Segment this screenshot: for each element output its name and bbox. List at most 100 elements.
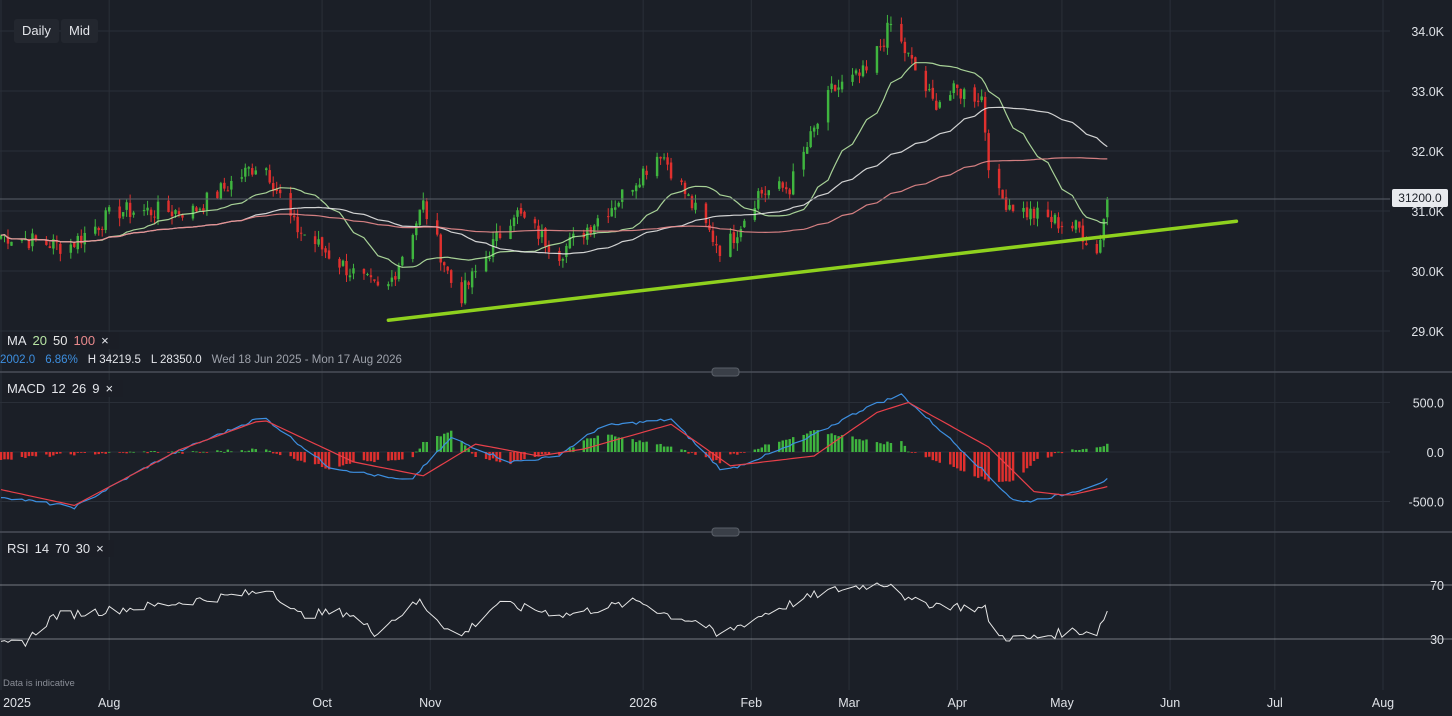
macd-histogram-bar [146, 452, 149, 454]
candle-body [683, 182, 687, 194]
macd-histogram-bar [854, 439, 858, 452]
interval-button[interactable]: Daily [14, 19, 59, 43]
candle-body [24, 239, 27, 241]
candle-body [48, 246, 52, 248]
macd-histogram-bar [851, 436, 854, 452]
macd-histogram-bar [59, 452, 62, 454]
macd-histogram-bar [27, 452, 31, 457]
macd-histogram-bar [415, 451, 418, 453]
candle-body [442, 262, 446, 266]
candle-body [694, 202, 697, 210]
candle-body [202, 208, 205, 212]
macd-histogram-bar [55, 452, 59, 454]
ma100-line [0, 157, 1108, 243]
macd-histogram-bar [268, 450, 271, 452]
macd-histogram-bar [348, 452, 352, 464]
macd-histogram-bar [142, 451, 146, 453]
macd-indicator-label[interactable]: MACD 12 26 9 × [3, 380, 124, 397]
close-icon[interactable]: × [105, 381, 114, 396]
macd-histogram-bar [1011, 452, 1015, 481]
candle-body [10, 241, 13, 246]
candle-body [251, 168, 254, 175]
macd-histogram-bar [987, 452, 990, 482]
macd-histogram-bar [107, 451, 111, 453]
macd-histogram-bar [537, 452, 540, 456]
price-type-button[interactable]: Mid [61, 19, 98, 43]
candle-body [1057, 217, 1060, 229]
candle-body [1099, 239, 1102, 253]
candle-body [987, 133, 990, 171]
macd-histogram-bar [289, 452, 292, 457]
candle-body [415, 223, 418, 236]
candle-body [153, 216, 156, 218]
macd-histogram-bar [265, 449, 268, 452]
macd-histogram-bar [1053, 452, 1057, 454]
macd-histogram-bar [205, 452, 209, 453]
candle-body [376, 281, 380, 286]
candle-body [655, 156, 659, 177]
candle-body [167, 200, 170, 213]
macd-histogram-bar [631, 439, 634, 452]
macd-histogram-bar [976, 452, 980, 478]
macd-histogram-bar [858, 439, 861, 452]
macd-histogram-bar [816, 430, 819, 452]
macd-histogram-bar [949, 452, 952, 465]
macd-histogram-bar [320, 452, 324, 468]
close-icon[interactable]: × [101, 333, 109, 348]
candle-body [397, 265, 401, 280]
time-axis-label: Oct [312, 696, 332, 710]
macd-histogram-bar [484, 452, 488, 459]
macd-histogram-bar [680, 449, 683, 452]
macd-histogram-bar [80, 452, 83, 453]
macd-histogram-bar [1078, 449, 1081, 452]
macd-histogram-bar [589, 438, 593, 452]
macd-histogram-bar [690, 452, 694, 453]
candle-body [387, 284, 390, 287]
macd-histogram-bar [121, 452, 125, 453]
macd-histogram-bar [1071, 449, 1074, 452]
rsi-indicator-label[interactable]: RSI 14 70 30 × [3, 540, 114, 557]
macd-histogram-bar [69, 452, 73, 455]
macd-histogram-bar [202, 451, 205, 453]
macd-histogram-bar [638, 440, 641, 452]
macd-histogram-bar [620, 437, 624, 452]
macd-axis-label: 0.0 [1427, 446, 1444, 460]
macd-histogram-bar [94, 452, 97, 455]
macd-histogram-bar [558, 452, 561, 456]
grid [0, 0, 1452, 690]
candle-body [474, 271, 477, 273]
macd-histogram-bar [20, 452, 24, 457]
candle-body [962, 89, 966, 100]
macd-histogram-bar [1025, 452, 1029, 469]
macd-histogram-bar [149, 451, 153, 452]
close-icon[interactable]: × [96, 541, 104, 556]
candle-body [80, 235, 83, 244]
candle-body [617, 202, 620, 207]
macd-histogram-bar [540, 452, 544, 455]
macd-histogram-bar [313, 452, 317, 465]
last-price-tag: 31200.0 [1392, 189, 1448, 207]
candle-body [244, 167, 247, 177]
macd-histogram-bar [833, 435, 837, 452]
candle-body [680, 180, 683, 183]
macd-histogram-bar [708, 452, 711, 458]
candle-body [565, 245, 568, 258]
macd-histogram-bar [1046, 452, 1050, 458]
candle-body [593, 225, 596, 234]
candle-body [516, 210, 519, 217]
pane-resize-handle [711, 367, 740, 377]
macd-histogram-bar [271, 452, 275, 454]
candle-body [446, 266, 449, 271]
candle-body [278, 189, 282, 194]
ma-indicator-label[interactable]: MA 20 50 100 × [3, 332, 119, 349]
price-axis-label: 32.0K [1411, 145, 1444, 159]
macd-histogram-bar [275, 452, 278, 454]
candle-body [149, 209, 153, 216]
macd-histogram-bar [607, 434, 610, 452]
candle-body [767, 190, 770, 196]
candle-body [886, 22, 889, 48]
macd-slow: 26 [71, 381, 87, 396]
candle-body [401, 256, 404, 266]
macd-histogram-bar [498, 452, 502, 463]
